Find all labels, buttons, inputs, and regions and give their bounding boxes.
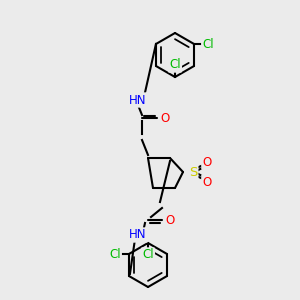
Text: S: S [189, 166, 197, 178]
Text: Cl: Cl [202, 38, 214, 50]
Text: Cl: Cl [169, 58, 181, 71]
Text: HN: HN [129, 229, 147, 242]
Text: O: O [165, 214, 175, 226]
Text: O: O [202, 176, 211, 188]
Text: Cl: Cl [109, 248, 121, 260]
Text: Cl: Cl [142, 248, 154, 262]
Text: HN: HN [129, 94, 147, 106]
Text: O: O [202, 155, 211, 169]
Text: O: O [160, 112, 169, 124]
